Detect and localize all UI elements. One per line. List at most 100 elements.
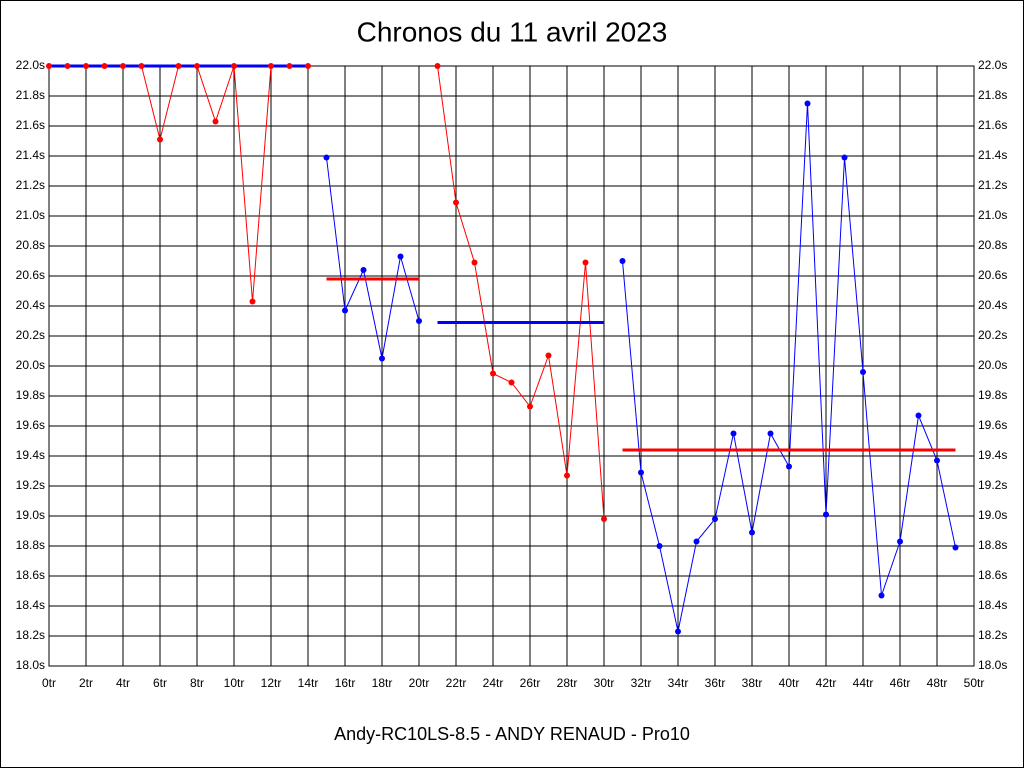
point [860, 369, 866, 375]
point [545, 352, 552, 359]
point [83, 63, 89, 69]
y2-tick-label: 21.2s [978, 178, 1007, 192]
point [638, 469, 644, 476]
y2-tick-label: 19.2s [978, 478, 1007, 492]
point [490, 370, 496, 377]
x-tick-label: 42tr [816, 676, 837, 690]
y-tick-label: 21.6s [16, 118, 45, 132]
y2-tick-label: 20.8s [978, 238, 1007, 252]
point [952, 544, 959, 551]
y2-tick-label: 20.6s [978, 268, 1007, 282]
y-tick-label: 19.6s [16, 418, 45, 432]
point [693, 538, 700, 545]
y2-tick-label: 21.0s [978, 208, 1007, 222]
x-tick-label: 22tr [446, 676, 467, 690]
point [804, 100, 811, 107]
x-tick-label: 8tr [190, 676, 204, 690]
x-tick-label: 4tr [116, 676, 130, 690]
point [138, 63, 145, 69]
y-tick-label: 22.0s [16, 58, 45, 72]
point [453, 199, 459, 206]
chart-footer: Andy-RC10LS-8.5 - ANDY RENAUD - Pro10 [334, 724, 690, 744]
point [46, 63, 52, 69]
point [823, 511, 829, 518]
x-tick-label: 16tr [335, 676, 356, 690]
y2-tick-label: 18.4s [978, 598, 1007, 612]
point [749, 529, 755, 536]
point [249, 298, 256, 305]
x-tick-label: 40tr [779, 676, 800, 690]
y2-tick-label: 19.0s [978, 508, 1007, 522]
point [656, 543, 663, 549]
y2-tick-label: 19.8s [978, 388, 1007, 402]
x-tick-label: 2tr [79, 676, 93, 690]
point [786, 463, 792, 470]
y2-tick-label: 21.4s [978, 148, 1007, 162]
y-tick-label: 20.4s [16, 298, 45, 312]
point [305, 63, 311, 69]
y-tick-label: 19.8s [16, 388, 45, 402]
point [471, 259, 478, 266]
x-tick-label: 44tr [853, 676, 874, 690]
x-tick-label: 10tr [224, 676, 245, 690]
y-tick-label: 19.2s [16, 478, 45, 492]
y-tick-label: 18.6s [16, 568, 45, 582]
point [323, 154, 330, 161]
point [675, 628, 681, 635]
point [712, 516, 718, 522]
y2-tick-label: 20.4s [978, 298, 1007, 312]
point [286, 63, 293, 69]
point [730, 430, 737, 437]
y2-tick-label: 19.4s [978, 448, 1007, 462]
x-tick-label: 38tr [742, 676, 763, 690]
y2-tick-label: 18.6s [978, 568, 1007, 582]
y2-tick-label: 18.2s [978, 628, 1007, 642]
x-tick-label: 36tr [705, 676, 726, 690]
x-tick-label: 0tr [42, 676, 56, 690]
y2-tick-label: 21.8s [978, 88, 1007, 102]
x-tick-label: 30tr [594, 676, 615, 690]
point [508, 379, 515, 386]
y2-tick-label: 18.0s [978, 658, 1007, 672]
point [231, 63, 237, 69]
point [527, 403, 533, 410]
point [767, 430, 774, 437]
point [897, 538, 903, 545]
point [157, 136, 163, 143]
y-tick-label: 21.0s [16, 208, 45, 222]
point [878, 592, 885, 599]
x-tick-label: 34tr [668, 676, 689, 690]
point [564, 472, 570, 479]
y-tick-label: 18.4s [16, 598, 45, 612]
y2-tick-label: 19.6s [978, 418, 1007, 432]
x-tick-label: 24tr [483, 676, 504, 690]
y2-tick-label: 20.0s [978, 358, 1007, 372]
point [194, 63, 200, 69]
y-tick-label: 18.0s [16, 658, 45, 672]
point [379, 355, 385, 362]
point [434, 63, 441, 69]
y-tick-label: 20.0s [16, 358, 45, 372]
y-tick-label: 21.2s [16, 178, 45, 192]
point [101, 63, 108, 69]
point [120, 63, 126, 69]
y2-tick-label: 20.2s [978, 328, 1007, 342]
point [397, 253, 404, 260]
x-tick-label: 46tr [890, 676, 911, 690]
x-tick-label: 20tr [409, 676, 430, 690]
x-tick-label: 28tr [557, 676, 578, 690]
y2-tick-label: 21.6s [978, 118, 1007, 132]
x-tick-label: 32tr [631, 676, 652, 690]
y2-tick-label: 18.8s [978, 538, 1007, 552]
x-tick-label: 50tr [964, 676, 985, 690]
y-tick-label: 19.4s [16, 448, 45, 462]
y-tick-label: 21.4s [16, 148, 45, 162]
series-line [326, 157, 420, 359]
chart-title: Chronos du 11 avril 2023 [357, 16, 668, 47]
y-tick-label: 20.6s [16, 268, 45, 282]
point [582, 259, 589, 266]
x-tick-label: 48tr [927, 676, 948, 690]
point [416, 318, 422, 324]
x-tick-label: 26tr [520, 676, 541, 690]
